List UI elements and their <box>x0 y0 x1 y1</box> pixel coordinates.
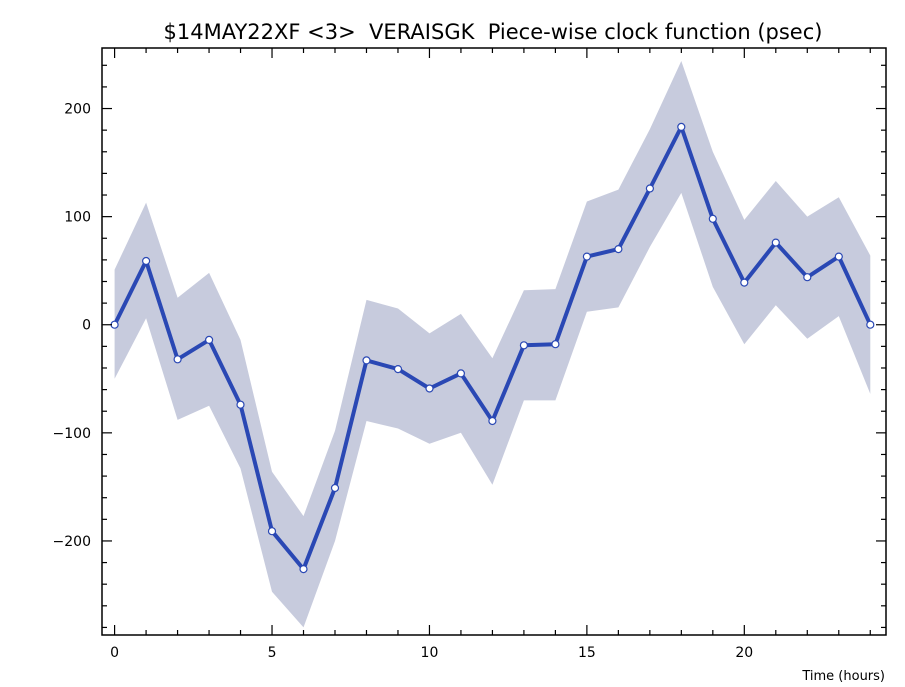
data-point <box>582 252 592 261</box>
data-point <box>330 483 340 493</box>
data-point <box>393 365 403 374</box>
plot-frame <box>101 47 887 636</box>
axis-tick-labels: 0 5 10 15 20 −200 −100 0 100 200 <box>53 102 754 661</box>
data-point <box>645 184 655 193</box>
data-point <box>708 214 717 223</box>
data-point <box>488 416 497 426</box>
x-tick-label: 10 <box>421 645 439 661</box>
data-point <box>551 340 560 349</box>
x-axis-label: Time (hours) <box>801 669 885 684</box>
data-point <box>425 384 434 393</box>
x-tick-label: 15 <box>578 645 596 661</box>
x-tick-label: 20 <box>735 645 753 661</box>
data-point <box>456 369 465 378</box>
y-tick-label: 200 <box>64 102 91 118</box>
data-point <box>362 356 371 365</box>
data-point <box>236 400 245 409</box>
chart-title: $14MAY22XF <3> VERAISGK Piece-wise clock… <box>164 20 823 44</box>
data-point <box>803 273 812 282</box>
data-point <box>519 341 529 350</box>
uncertainty-band-layer <box>114 61 871 628</box>
data-point <box>771 238 780 247</box>
data-point <box>267 527 277 536</box>
data-point <box>834 252 843 261</box>
y-tick-label: 0 <box>82 318 91 334</box>
data-point <box>614 245 623 254</box>
data-point <box>866 320 875 329</box>
y-tick-label: −100 <box>53 426 91 442</box>
y-tick-label: 100 <box>64 210 91 226</box>
data-point <box>142 256 151 266</box>
data-point <box>110 320 119 329</box>
axis-ticks <box>102 48 886 635</box>
y-tick-label: −200 <box>53 534 91 550</box>
data-point <box>205 335 214 344</box>
data-point <box>677 122 686 132</box>
data-point <box>740 278 749 287</box>
data-point <box>299 564 308 574</box>
data-point <box>173 355 182 364</box>
data-point-layer <box>110 122 875 574</box>
uncertainty-band <box>114 61 871 628</box>
x-tick-label: 0 <box>110 645 119 661</box>
x-tick-label: 5 <box>268 645 277 661</box>
